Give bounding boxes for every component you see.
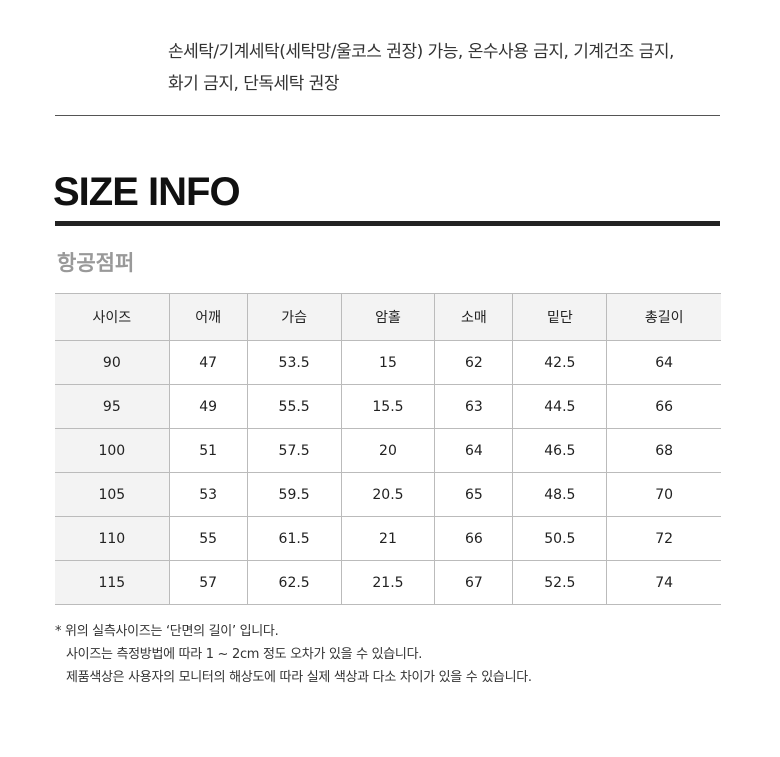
table-cell: 53 xyxy=(168,472,248,517)
table-cell: 57 xyxy=(168,560,248,605)
note: 사이즈는 측정방법에 따라 1 ~ 2cm 정도 오차가 있을 수 있습니다. xyxy=(66,647,423,662)
table-cell: 44.5 xyxy=(512,384,608,429)
table-cell: 115 xyxy=(55,560,170,605)
table-cell: 62.5 xyxy=(246,560,342,605)
table-cell: 64 xyxy=(606,340,721,385)
note: 제품색상은 사용자의 모니터의 해상도에 따라 실제 색상과 다소 차이가 있을… xyxy=(66,670,532,685)
title-underline xyxy=(55,221,720,226)
column-header: 소매 xyxy=(434,293,514,341)
table-cell: 70 xyxy=(606,472,721,517)
table-cell: 46.5 xyxy=(512,428,608,473)
table-cell: 65 xyxy=(434,472,514,517)
table-cell: 74 xyxy=(606,560,721,605)
table-cell: 15 xyxy=(340,340,436,385)
divider xyxy=(55,115,720,116)
table-cell: 47 xyxy=(168,340,248,385)
table-cell: 68 xyxy=(606,428,721,473)
column-header: 암홀 xyxy=(340,293,436,341)
note: * 위의 실측사이즈는 ‘단면의 길이’ 입니다. xyxy=(55,624,279,639)
table-cell: 55 xyxy=(168,516,248,561)
column-header: 가슴 xyxy=(246,293,342,341)
column-header: 밑단 xyxy=(512,293,608,341)
table-cell: 72 xyxy=(606,516,721,561)
table-cell: 63 xyxy=(434,384,514,429)
table-cell: 20.5 xyxy=(340,472,436,517)
table-cell: 59.5 xyxy=(246,472,342,517)
table-cell: 15.5 xyxy=(340,384,436,429)
table-row: 90 47 53.5 15 62 42.5 64 xyxy=(55,340,721,385)
table-row: 100 51 57.5 20 64 46.5 68 xyxy=(55,428,721,473)
table-row: 110 55 61.5 21 66 50.5 72 xyxy=(55,516,721,561)
table-cell: 110 xyxy=(55,516,170,561)
table-header-row: 사이즈 어깨 가슴 암홀 소매 밑단 총길이 xyxy=(55,293,721,341)
table-row: 115 57 62.5 21.5 67 52.5 74 xyxy=(55,560,721,605)
size-table: 사이즈 어깨 가슴 암홀 소매 밑단 총길이 90 47 53.5 15 62 42.5 64 95 49 5… xyxy=(55,293,721,605)
product-name: 항공점퍼 xyxy=(57,251,135,275)
column-header: 총길이 xyxy=(606,293,721,341)
table-cell: 66 xyxy=(434,516,514,561)
table-cell: 21.5 xyxy=(340,560,436,605)
care-instructions: 손세탁/기계세탁(세탁망/울코스 권장) 가능, 온수사용 금지, 기계건조 금… xyxy=(168,36,674,100)
column-header: 사이즈 xyxy=(55,293,170,341)
table-cell: 42.5 xyxy=(512,340,608,385)
care-line: 손세탁/기계세탁(세탁망/울코스 권장) 가능, 온수사용 금지, 기계건조 금… xyxy=(168,42,674,62)
size-notes: * 위의 실측사이즈는 ‘단면의 길이’ 입니다. 사이즈는 측정방법에 따라 … xyxy=(55,620,532,689)
table-cell: 105 xyxy=(55,472,170,517)
table-cell: 21 xyxy=(340,516,436,561)
care-line: 화기 금지, 단독세탁 권장 xyxy=(168,74,340,94)
table-cell: 61.5 xyxy=(246,516,342,561)
table-row: 95 49 55.5 15.5 63 44.5 66 xyxy=(55,384,721,429)
section-title: SIZE INFO xyxy=(53,170,241,214)
table-cell: 100 xyxy=(55,428,170,473)
table-cell: 48.5 xyxy=(512,472,608,517)
table-cell: 49 xyxy=(168,384,248,429)
table-cell: 64 xyxy=(434,428,514,473)
table-cell: 90 xyxy=(55,340,170,385)
table-cell: 55.5 xyxy=(246,384,342,429)
table-cell: 51 xyxy=(168,428,248,473)
table-cell: 67 xyxy=(434,560,514,605)
table-cell: 50.5 xyxy=(512,516,608,561)
table-cell: 95 xyxy=(55,384,170,429)
table-cell: 57.5 xyxy=(246,428,342,473)
table-cell: 66 xyxy=(606,384,721,429)
table-cell: 53.5 xyxy=(246,340,342,385)
column-header: 어깨 xyxy=(168,293,248,341)
table-cell: 20 xyxy=(340,428,436,473)
table-cell: 62 xyxy=(434,340,514,385)
table-row: 105 53 59.5 20.5 65 48.5 70 xyxy=(55,472,721,517)
table-cell: 52.5 xyxy=(512,560,608,605)
